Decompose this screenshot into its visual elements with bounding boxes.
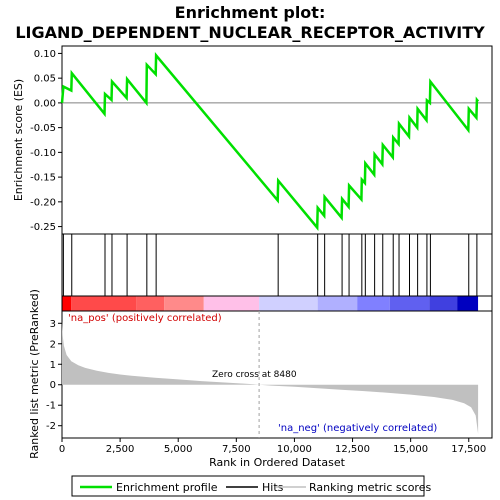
x-axis-label: Rank in Ordered Dataset xyxy=(209,456,346,469)
hits-group xyxy=(62,234,478,296)
color-band-segment xyxy=(357,296,390,311)
x-tick-label: 15,000 xyxy=(393,444,428,455)
legend-box xyxy=(71,475,425,497)
neg-correlated-label: 'na_neg' (negatively correlated) xyxy=(278,423,437,434)
es-y-tick-label: 0.00 xyxy=(34,98,56,109)
color-band-segment xyxy=(389,296,430,311)
zero-cross-label: Zero cross at 8480 xyxy=(212,370,297,380)
es-y-tick-label: -0.15 xyxy=(30,173,56,184)
rank-color-band xyxy=(62,296,479,311)
title-line-2: LIGAND_DEPENDENT_NUCLEAR_RECEPTOR_ACTIVI… xyxy=(15,23,485,42)
x-tick-label: 12,500 xyxy=(335,444,370,455)
metric-y-axis-label: Ranked list metric (PreRanked) xyxy=(28,289,41,459)
metric-y-tick-label: 3 xyxy=(50,319,56,330)
legend-hits-label: Hits xyxy=(262,481,284,494)
legend-enrichment-label: Enrichment profile xyxy=(116,481,218,494)
es-panel-frame xyxy=(61,45,493,235)
metric-panel-frame xyxy=(61,310,493,439)
color-band-segment xyxy=(429,296,458,311)
es-y-axis-label: Enrichment score (ES) xyxy=(12,79,25,201)
color-band-segment xyxy=(71,296,137,311)
x-tick-label: 17,500 xyxy=(451,444,486,455)
color-band-segment xyxy=(136,296,165,311)
color-band-segment xyxy=(203,296,260,311)
pos-correlated-label: 'na_pos' (positively correlated) xyxy=(68,313,222,324)
metric-y-tick-label: -2 xyxy=(46,421,56,432)
color-band-segment xyxy=(259,296,318,311)
es-y-tick-label: -0.05 xyxy=(30,123,56,134)
metric-y-tick-label: 2 xyxy=(50,339,56,350)
color-band-segment xyxy=(457,296,479,311)
es-y-tick-label: -0.20 xyxy=(30,197,56,208)
x-tick-label: 10,000 xyxy=(277,444,312,455)
color-band-segment xyxy=(164,296,204,311)
x-tick-label: 7,500 xyxy=(222,444,251,455)
metric-y-ticks: 3 2 1 0 -1 -2 xyxy=(46,319,62,432)
x-axis-ticks: 0 2,500 5,000 7,500 10,000 12,500 15,000 17,500 xyxy=(59,438,486,455)
hits-panel-frame xyxy=(61,233,493,297)
color-band-segment xyxy=(317,296,358,311)
enrichment-profile-line xyxy=(60,52,480,231)
es-y-tick-label: -0.10 xyxy=(30,148,56,159)
title-line-1: Enrichment plot: xyxy=(175,3,326,22)
metric-y-tick-label: 0 xyxy=(50,380,56,391)
metric-y-tick-label: -1 xyxy=(46,401,56,412)
color-band-segment xyxy=(62,296,72,311)
es-y-tick-label: 0.10 xyxy=(34,49,56,60)
es-y-tick-label: -0.25 xyxy=(30,222,56,233)
es-y-ticks: 0.10 0.05 0.00 -0.05 -0.10 -0.15 -0.20 -0.25 xyxy=(30,49,62,233)
es-y-tick-label: 0.05 xyxy=(34,74,56,85)
ranking-metric-area xyxy=(62,321,479,434)
x-tick-label: 0 xyxy=(59,444,65,455)
legend-metric-label: Ranking metric scores xyxy=(309,481,431,494)
x-tick-label: 2,500 xyxy=(106,444,135,455)
x-tick-label: 5,000 xyxy=(164,444,193,455)
metric-y-tick-label: 1 xyxy=(50,360,56,371)
